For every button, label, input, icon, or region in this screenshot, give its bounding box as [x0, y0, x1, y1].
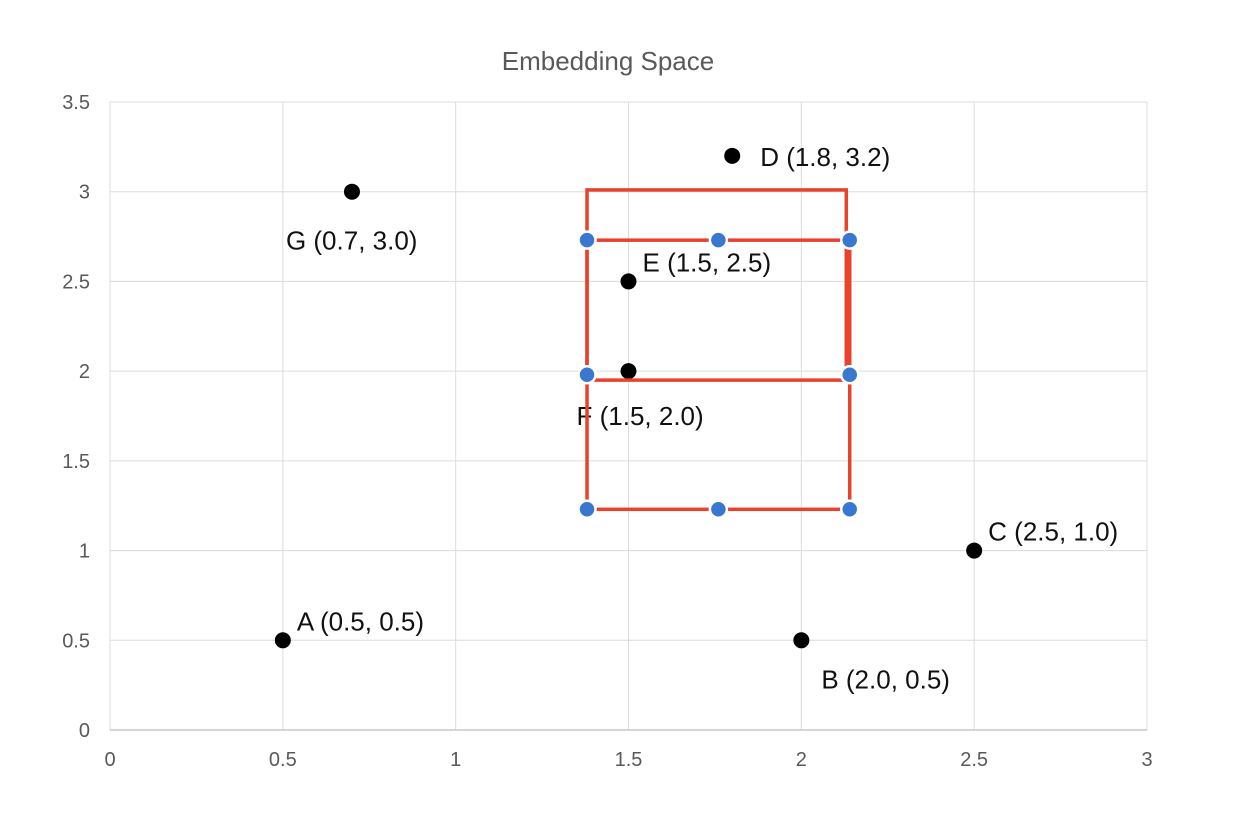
resize-handle[interactable]: [577, 499, 597, 520]
x-tick-label: 1: [450, 749, 461, 771]
data-point: [724, 147, 741, 164]
data-label: F (1.5, 2.0): [577, 401, 704, 431]
x-tick-label: 2.5: [960, 749, 988, 771]
x-tick-label: 0: [104, 749, 115, 771]
resize-handle[interactable]: [839, 230, 860, 250]
y-tick-label: 2.5: [62, 271, 90, 293]
data-point: [343, 183, 360, 200]
y-tick-label: 0.5: [62, 630, 90, 652]
y-tick-label: 1: [79, 541, 90, 563]
data-point: [620, 273, 637, 290]
y-tick-label: 3: [79, 182, 90, 204]
data-point: [274, 632, 291, 649]
y-tick-label: 2: [79, 361, 90, 383]
resize-handle[interactable]: [839, 499, 860, 520]
selection-overlay[interactable]: [577, 188, 860, 520]
data-points: A (0.5, 0.5) B (2.0, 0.5) C (2.5, 1.0) D (1…: [274, 142, 1118, 694]
data-point: [793, 632, 810, 649]
x-tick-label: 1.5: [615, 749, 643, 771]
data-label: A (0.5, 0.5): [297, 606, 424, 636]
data-label: E (1.5, 2.5): [643, 247, 772, 277]
resize-handle[interactable]: [577, 364, 597, 385]
resize-handle[interactable]: [839, 364, 860, 385]
resize-handle[interactable]: [708, 230, 729, 250]
data-label: C (2.5, 1.0): [988, 517, 1118, 547]
y-tick-label: 3.5: [62, 92, 90, 114]
tick-labels: 0 0.5 1 1.5 2 2.5 3 0 0.5 1 1.5 2 2.5 3 3.5: [62, 92, 1152, 771]
chart-title: Embedding Space: [502, 46, 714, 76]
resize-handle[interactable]: [577, 230, 597, 250]
data-point: [966, 542, 983, 559]
x-tick-label: 0.5: [269, 749, 297, 771]
data-label: B (2.0, 0.5): [821, 664, 950, 694]
x-tick-label: 3: [1141, 749, 1152, 771]
data-point: [620, 363, 637, 380]
x-tick-label: 2: [796, 749, 807, 771]
y-tick-label: 1.5: [62, 451, 90, 473]
data-label: G (0.7, 3.0): [286, 226, 418, 256]
y-tick-label: 0: [79, 720, 90, 742]
data-label: D (1.8, 3.2): [760, 142, 890, 172]
resize-handle[interactable]: [708, 499, 729, 520]
